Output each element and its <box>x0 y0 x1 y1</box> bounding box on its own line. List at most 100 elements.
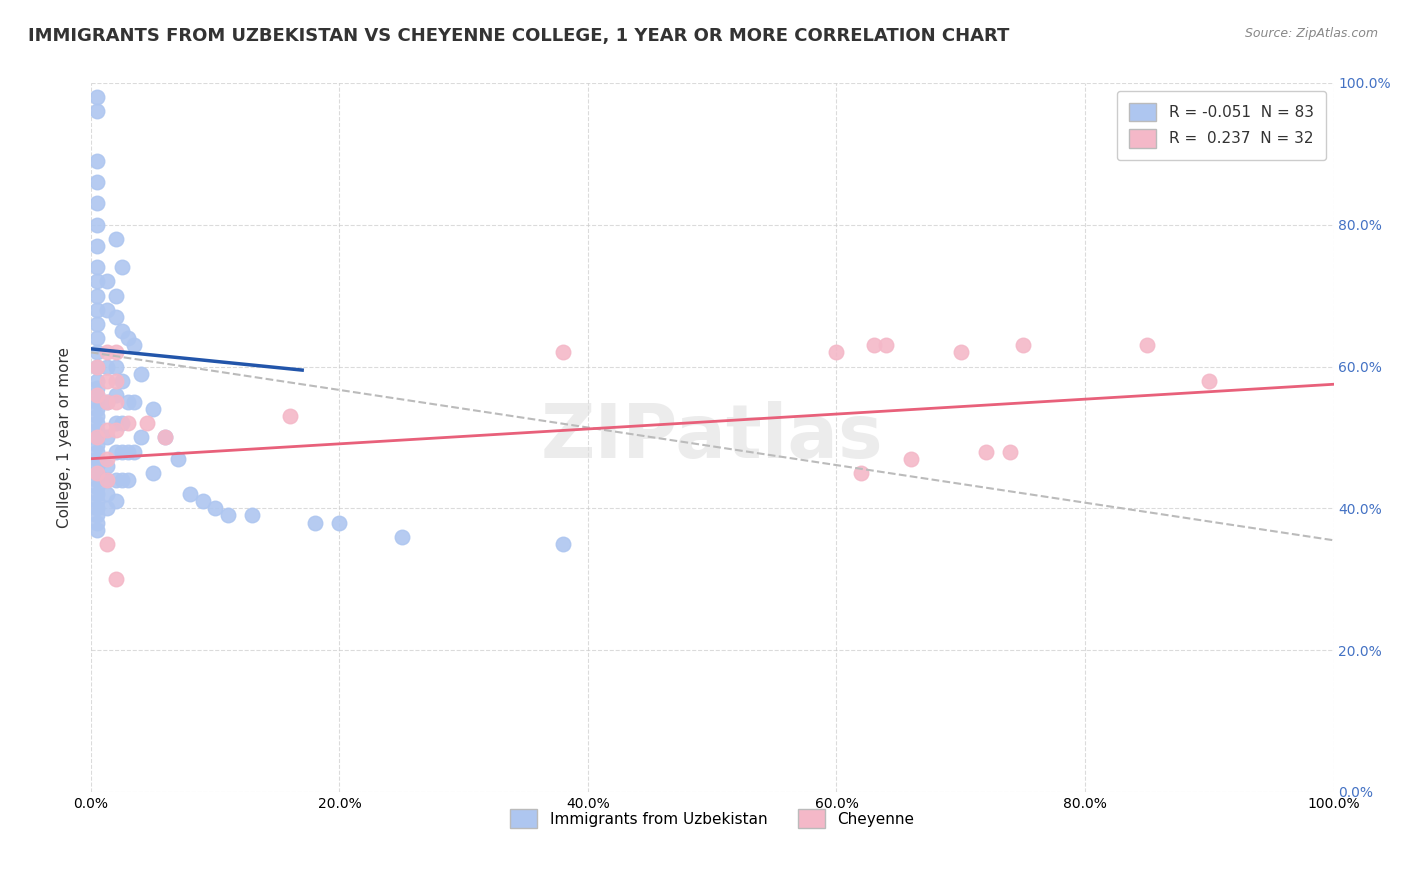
Point <box>86 302 108 317</box>
Point <box>104 423 127 437</box>
Point <box>124 395 146 409</box>
Point <box>96 395 118 409</box>
Point <box>825 345 848 359</box>
Point <box>111 444 134 458</box>
Point <box>553 345 575 359</box>
Point <box>86 345 108 359</box>
Point <box>86 409 108 424</box>
Point <box>104 345 127 359</box>
Point <box>86 218 108 232</box>
Point <box>974 444 997 458</box>
Point <box>86 374 108 388</box>
Point <box>96 473 118 487</box>
Point <box>204 501 226 516</box>
Point <box>86 317 108 331</box>
Point <box>96 423 118 437</box>
Point <box>96 501 118 516</box>
Point <box>124 444 146 458</box>
Point <box>86 516 108 530</box>
Point <box>104 494 127 508</box>
Point <box>96 430 118 444</box>
Point <box>96 302 118 317</box>
Point <box>862 338 884 352</box>
Point <box>104 388 127 402</box>
Point <box>96 458 118 473</box>
Point <box>86 480 108 494</box>
Point <box>86 494 108 508</box>
Point <box>117 473 139 487</box>
Point <box>111 374 134 388</box>
Text: IMMIGRANTS FROM UZBEKISTAN VS CHEYENNE COLLEGE, 1 YEAR OR MORE CORRELATION CHART: IMMIGRANTS FROM UZBEKISTAN VS CHEYENNE C… <box>28 27 1010 45</box>
Point <box>278 409 301 424</box>
Point <box>117 444 139 458</box>
Point <box>86 395 108 409</box>
Point <box>86 430 108 444</box>
Point <box>104 288 127 302</box>
Point <box>86 288 108 302</box>
Point <box>104 444 127 458</box>
Point <box>86 437 108 451</box>
Point <box>86 523 108 537</box>
Point <box>111 473 134 487</box>
Point <box>96 275 118 289</box>
Point <box>104 359 127 374</box>
Point <box>86 388 108 402</box>
Point <box>949 345 972 359</box>
Point <box>86 104 108 119</box>
Point <box>1136 338 1159 352</box>
Point <box>96 374 118 388</box>
Point <box>104 417 127 431</box>
Point <box>86 423 108 437</box>
Point <box>86 402 108 417</box>
Point <box>167 451 190 466</box>
Point <box>96 395 118 409</box>
Point <box>86 473 108 487</box>
Point <box>111 324 134 338</box>
Point <box>155 430 177 444</box>
Point <box>328 516 350 530</box>
Point <box>86 508 108 523</box>
Point <box>86 388 108 402</box>
Point <box>86 501 108 516</box>
Point <box>96 487 118 501</box>
Point <box>96 473 118 487</box>
Point <box>86 260 108 275</box>
Point <box>86 331 108 345</box>
Point <box>900 451 922 466</box>
Point <box>86 487 108 501</box>
Point <box>111 260 134 275</box>
Point <box>96 537 118 551</box>
Point <box>851 466 873 480</box>
Point <box>86 430 108 444</box>
Point <box>155 430 177 444</box>
Point <box>104 374 127 388</box>
Point <box>135 417 157 431</box>
Point <box>86 444 108 458</box>
Point <box>86 466 108 480</box>
Point <box>1012 338 1035 352</box>
Point <box>86 239 108 253</box>
Point <box>96 451 118 466</box>
Point <box>86 466 108 480</box>
Point <box>104 395 127 409</box>
Point <box>96 359 118 374</box>
Point <box>86 359 108 374</box>
Point <box>191 494 214 508</box>
Point <box>86 196 108 211</box>
Point <box>86 90 108 104</box>
Point <box>129 430 152 444</box>
Point <box>86 451 108 466</box>
Point <box>1198 374 1220 388</box>
Point <box>242 508 264 523</box>
Point <box>111 417 134 431</box>
Point <box>104 232 127 246</box>
Point <box>86 417 108 431</box>
Text: ZIPatlas: ZIPatlas <box>541 401 883 474</box>
Point <box>142 466 165 480</box>
Legend: Immigrants from Uzbekistan, Cheyenne: Immigrants from Uzbekistan, Cheyenne <box>503 803 921 834</box>
Point <box>96 345 118 359</box>
Point <box>391 530 413 544</box>
Point <box>86 359 108 374</box>
Point <box>104 572 127 586</box>
Point <box>1000 444 1022 458</box>
